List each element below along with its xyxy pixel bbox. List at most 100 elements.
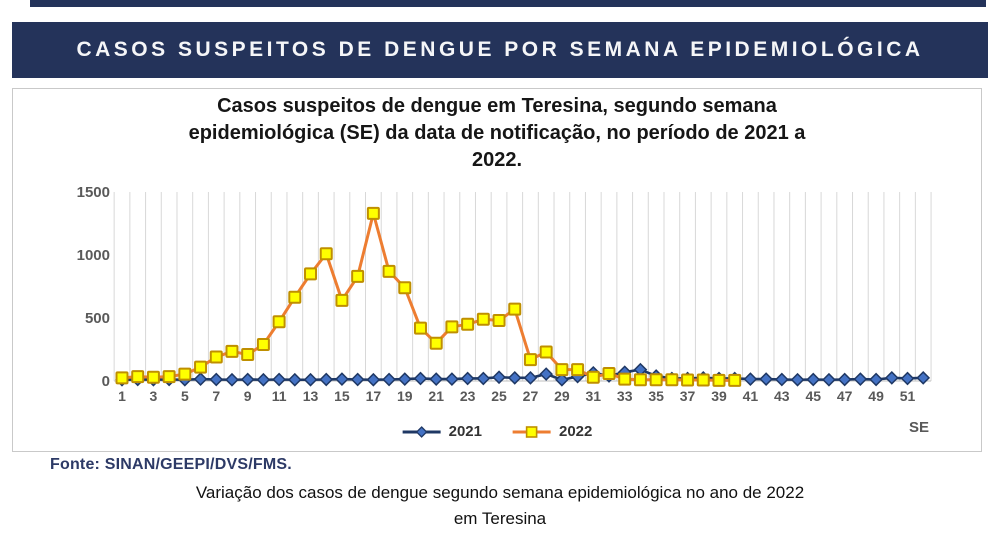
x-tick-label: 43: [774, 388, 790, 404]
series-2022-marker: [382, 264, 396, 278]
series-2021-marker: [869, 372, 883, 387]
series-2022-marker: [461, 317, 475, 331]
series-2022-marker: [429, 336, 443, 350]
series-2021-marker: [287, 372, 302, 387]
chart-title-line1: Casos suspeitos de dengue em Teresina, s…: [217, 95, 777, 117]
x-tick-label: 49: [868, 388, 884, 404]
series-2021-marker: [916, 370, 931, 385]
series-2022-marker: [209, 350, 223, 364]
series-2022-marker: [413, 321, 427, 335]
x-tick-label: 15: [334, 388, 350, 404]
x-tick-label: 39: [711, 388, 727, 404]
page-header: CASOS SUSPEITOS DE DENGUE POR SEMANA EPI…: [12, 22, 988, 78]
series-2022-marker: [146, 370, 160, 384]
y-tick-label: 0: [102, 373, 110, 390]
series-2021-marker: [382, 372, 396, 387]
x-tick-label: 25: [491, 388, 507, 404]
series-2021-marker: [539, 367, 554, 381]
x-tick-label: 35: [648, 388, 664, 404]
series-2021-marker: [555, 372, 569, 387]
series-2022-marker: [539, 345, 553, 359]
x-tick-label: 33: [617, 388, 633, 404]
series-2021-marker: [806, 372, 821, 387]
x-tick-label: 17: [366, 388, 382, 404]
legend-item-2022: 2022: [512, 423, 592, 440]
series-2022-marker: [728, 373, 742, 387]
top-accent-strip: [30, 0, 986, 7]
x-tick-label: 19: [397, 388, 413, 404]
x-tick-label: 11: [272, 388, 287, 404]
chart-legend: 2021 2022: [402, 423, 592, 440]
series-2022-marker: [696, 373, 710, 387]
chart-title: Casos suspeitos de dengue em Teresina, s…: [112, 93, 882, 174]
x-tick-label: 51: [900, 388, 916, 404]
series-2022-marker: [665, 373, 679, 387]
legend-item-2021: 2021: [402, 423, 482, 440]
y-tick-label: 1000: [77, 247, 110, 264]
series-2021-marker: [240, 372, 255, 387]
x-tick-label: 1: [118, 388, 126, 404]
series-2022-marker: [712, 373, 726, 387]
series-2022-marker: [319, 247, 333, 261]
y-tick-label: 1500: [77, 184, 110, 201]
series-2021-marker: [335, 372, 349, 386]
x-tick-label: 7: [212, 388, 220, 404]
series-2021-marker: [413, 371, 428, 386]
chart-panel: 0 500 1000 1500 1 3 5 7 9 11 13 15 17 19 21 23 25 27 29 31 3…: [12, 88, 982, 452]
x-tick-label: 45: [805, 388, 821, 404]
x-tick-label: 31: [586, 388, 602, 404]
series-2022-marker: [225, 344, 239, 358]
series-2022-line: [120, 211, 737, 382]
x-tick-label: 29: [554, 388, 570, 404]
series-2022-marker: [555, 363, 569, 377]
series-2021-marker: [366, 372, 381, 387]
x-tick-label: 23: [460, 388, 476, 404]
series-2021-marker: [429, 372, 444, 386]
series-2021-marker: [492, 370, 506, 385]
series-2022-marker: [304, 267, 318, 281]
series-2021-marker: [790, 372, 805, 387]
series-2022-marker: [523, 353, 537, 367]
series-2021-marker: [225, 372, 239, 387]
series-2021-marker: [272, 372, 286, 387]
x-tick-label: 27: [523, 388, 539, 404]
x-tick-label: 9: [244, 388, 252, 404]
series-2022-marker: [351, 269, 365, 283]
legend-marker-2021: [402, 425, 441, 438]
series-2022-marker: [366, 206, 380, 220]
x-tick-label: 47: [837, 388, 853, 404]
series-2022-marker: [508, 302, 522, 316]
series-2022-marker: [602, 366, 616, 380]
series-2022-marker: [288, 290, 302, 304]
series-2021-marker: [476, 371, 491, 386]
series-2021-marker: [193, 372, 208, 386]
series-2021-marker: [523, 370, 538, 385]
series-2022-marker: [618, 372, 632, 386]
series-2021-marker: [319, 372, 334, 387]
series-2022-marker: [398, 281, 412, 295]
series-2021-marker: [837, 372, 852, 387]
series-2021-marker: [884, 370, 899, 385]
series-2022-marker: [492, 314, 506, 328]
series-2022-marker: [256, 337, 270, 351]
series-2022-marker: [586, 370, 600, 384]
series-2022-marker: [272, 315, 286, 329]
series-2021-marker: [822, 372, 836, 387]
series-2021-marker: [900, 371, 915, 386]
x-tick-label: 13: [303, 388, 319, 404]
series-2021-marker: [397, 372, 412, 386]
series-2021-marker: [507, 370, 522, 385]
series-2021-line: [120, 368, 925, 382]
series-2021-marker: [209, 372, 224, 387]
legend-label-2022: 2022: [559, 423, 593, 440]
x-tick-label: 3: [150, 388, 158, 404]
series-2022-marker: [194, 360, 208, 374]
series-2022-marker: [476, 312, 490, 326]
series-2021-marker: [759, 372, 773, 386]
series-2022-marker: [162, 370, 176, 384]
series-2022-marker: [178, 367, 192, 381]
series-2022-marker: [241, 348, 255, 362]
page-title: CASOS SUSPEITOS DE DENGUE POR SEMANA EPI…: [76, 38, 924, 61]
figure-caption: Variação dos casos de dengue segundo sem…: [0, 480, 1000, 532]
